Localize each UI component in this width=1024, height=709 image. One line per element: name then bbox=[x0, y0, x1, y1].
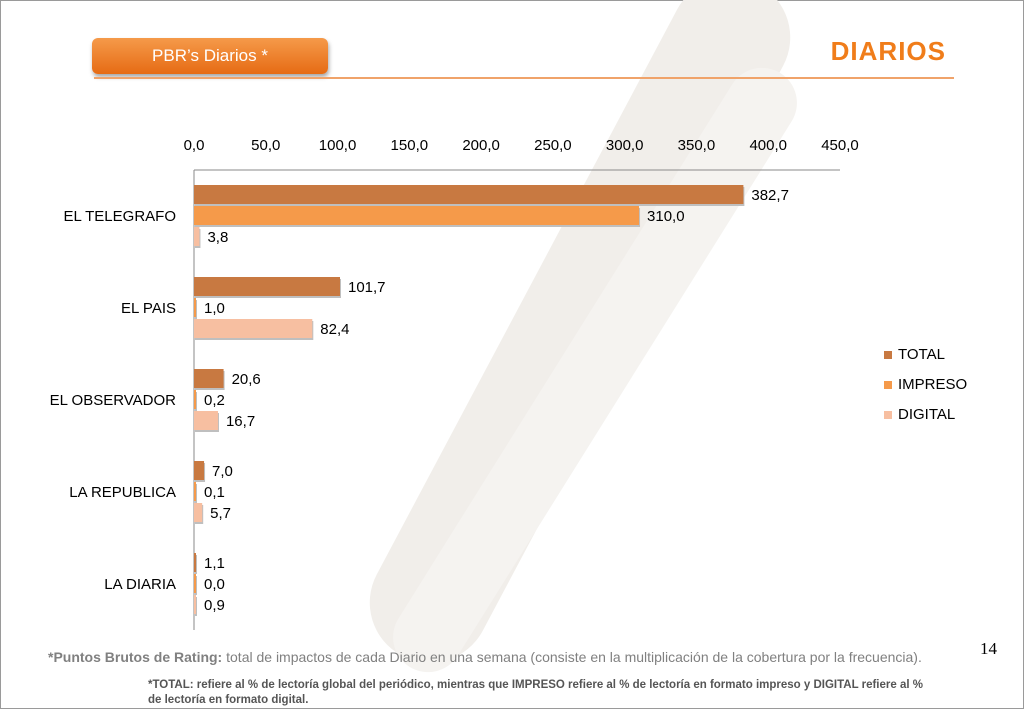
data-label: 3,8 bbox=[207, 229, 228, 246]
bar-digital bbox=[194, 595, 196, 614]
bar-digital bbox=[194, 227, 200, 246]
data-label: 0,0 bbox=[204, 576, 225, 593]
bar-total bbox=[194, 461, 205, 480]
footnote-rating-term: *Puntos Brutos de Rating: bbox=[48, 649, 223, 665]
data-label: 310,0 bbox=[647, 208, 685, 225]
data-label: 0,2 bbox=[204, 392, 225, 409]
footnote-rating: *Puntos Brutos de Rating: total de impac… bbox=[48, 648, 958, 666]
x-tick-label: 450,0 bbox=[821, 137, 859, 154]
chart-svg: 0,0 50,0 100,0 150,0 200,0 250,0 300,0 350,0 400… bbox=[50, 137, 859, 630]
data-label: 7,0 bbox=[212, 463, 233, 480]
bar-impreso bbox=[194, 574, 196, 593]
x-tick-label: 350,0 bbox=[678, 137, 716, 154]
footnote-total: *TOTAL: refiere al % de lectoría global … bbox=[148, 679, 923, 706]
x-tick-label: 200,0 bbox=[462, 137, 500, 154]
data-label: 1,1 bbox=[204, 555, 225, 572]
x-tick-label: 50,0 bbox=[251, 137, 280, 154]
x-tick-label: 100,0 bbox=[319, 137, 357, 154]
x-tick-label: 0,0 bbox=[184, 137, 205, 154]
footnote-rating-text: total de impactos de cada Diario en una … bbox=[222, 649, 922, 665]
data-label: 16,7 bbox=[226, 413, 255, 430]
legend-label-digital: DIGITAL bbox=[898, 406, 956, 423]
bar-impreso bbox=[194, 206, 640, 225]
bar-impreso bbox=[194, 298, 196, 317]
y-category-label: EL OBSERVADOR bbox=[50, 392, 177, 409]
x-tick-label: 250,0 bbox=[534, 137, 572, 154]
legend-item-total: TOTAL bbox=[884, 344, 967, 374]
page-title: DIARIOS bbox=[830, 36, 946, 66]
header-divider bbox=[94, 77, 954, 79]
chart-legend: TOTAL IMPRESO DIGITAL bbox=[884, 344, 967, 434]
y-category-label: LA DIARIA bbox=[104, 576, 176, 593]
bar-impreso bbox=[194, 482, 196, 501]
x-tick-label: 150,0 bbox=[391, 137, 429, 154]
y-category-label: EL TELEGRAFO bbox=[63, 208, 176, 225]
legend-label-impreso: IMPRESO bbox=[898, 376, 968, 393]
data-label: 82,4 bbox=[320, 321, 349, 338]
bar-digital bbox=[194, 411, 218, 430]
legend-swatch-total bbox=[884, 351, 892, 360]
bar-digital bbox=[194, 319, 313, 338]
bar-total bbox=[194, 553, 196, 572]
y-category-label: LA REPUBLICA bbox=[69, 484, 176, 501]
bar-digital bbox=[194, 503, 203, 522]
data-label: 1,0 bbox=[204, 300, 225, 317]
data-label: 5,7 bbox=[210, 505, 231, 522]
x-tick-label: 400,0 bbox=[749, 137, 787, 154]
bar-impreso bbox=[194, 390, 196, 409]
data-label: 101,7 bbox=[348, 279, 386, 296]
data-label: 20,6 bbox=[232, 371, 261, 388]
legend-swatch-impreso bbox=[884, 381, 892, 390]
legend-item-digital: DIGITAL bbox=[884, 404, 967, 434]
bar-total bbox=[194, 185, 744, 204]
bar-chart: 0,0 50,0 100,0 150,0 200,0 250,0 300,0 350,0 400… bbox=[0, 120, 1024, 635]
y-category-label: EL PAIS bbox=[121, 300, 176, 317]
data-label: 0,1 bbox=[204, 484, 225, 501]
bar-total bbox=[194, 277, 340, 296]
section-pill: PBR’s Diarios * bbox=[92, 38, 328, 74]
legend-item-impreso: IMPRESO bbox=[884, 374, 967, 404]
page-number: 14 bbox=[980, 639, 997, 658]
data-label: 382,7 bbox=[751, 187, 789, 204]
bar-total bbox=[194, 369, 224, 388]
legend-label-total: TOTAL bbox=[898, 346, 945, 363]
x-tick-label: 300,0 bbox=[606, 137, 644, 154]
data-label: 0,9 bbox=[204, 597, 225, 614]
legend-swatch-digital bbox=[884, 411, 892, 420]
